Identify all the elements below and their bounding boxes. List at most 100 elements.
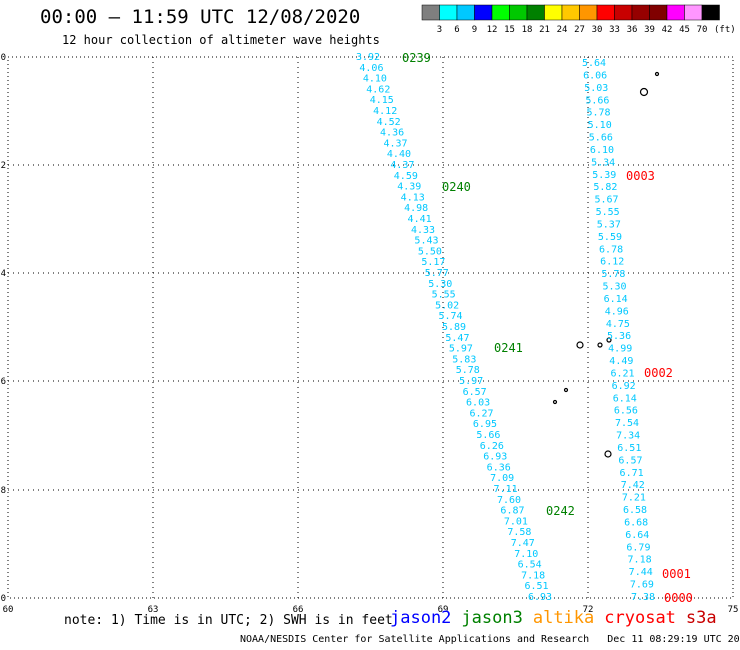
y-tick-label: -6 (0, 377, 6, 387)
wave-height-label: 7.42 (621, 480, 645, 491)
mission-legend-item: cryosat (604, 608, 676, 628)
wave-height-label: 5.30 (602, 282, 626, 293)
colorbar-tick: 30 (592, 25, 603, 35)
wave-height-label: 4.12 (373, 106, 397, 117)
x-tick-label: 63 (148, 605, 159, 615)
map-frame (7, 56, 734, 599)
wave-height-label: 4.06 (359, 63, 383, 74)
wave-height-label: 5.66 (585, 95, 609, 106)
wave-height-label: 6.78 (599, 244, 623, 255)
wave-height-label: 7.21 (622, 493, 646, 504)
wave-height-label: 6.36 (487, 462, 511, 473)
wave-height-label: 4.52 (377, 117, 401, 128)
island-outline (552, 399, 558, 405)
colorbar-tick: 6 (454, 25, 459, 35)
mission-legend-item: s3a (685, 608, 717, 628)
pass-time-label: 0239 (402, 51, 431, 65)
wave-height-label: 4.41 (408, 214, 432, 225)
y-tick-label: -8 (0, 486, 6, 496)
wave-height-label: 5.77 (425, 268, 449, 279)
wave-height-label: 5.47 (445, 333, 469, 344)
wave-height-label: 6.06 (583, 70, 607, 81)
wave-height-label: 6.79 (626, 542, 650, 553)
wave-height-label: 5.78 (601, 269, 625, 280)
wave-height-label: 5.66 (589, 133, 613, 144)
wave-height-label: 6.27 (469, 408, 493, 419)
island-outline (563, 387, 569, 393)
wave-height-label: 7.10 (514, 549, 538, 560)
island-outline (654, 71, 660, 77)
wave-height-label: 4.39 (397, 182, 421, 193)
footer-credit: NOAA/NESDIS Center for Satellite Applica… (240, 634, 740, 645)
wave-height-label: 4.75 (606, 319, 630, 330)
mission-legend-item: jason3 (461, 608, 523, 628)
wave-height-label: 7.58 (507, 527, 531, 538)
colorbar-tick: 45 (679, 25, 690, 35)
colorbar-tick: 18 (522, 25, 533, 35)
wave-height-label: 6.21 (610, 368, 634, 379)
wave-height-label: 6.93 (528, 592, 552, 603)
wave-height-label: 5.67 (594, 195, 618, 206)
colorbar-swatch (701, 4, 720, 21)
colorbar-tick: 3 (437, 25, 442, 35)
wave-height-label: 5.97 (449, 344, 473, 355)
wave-height-label: 6.03 (466, 398, 490, 409)
colorbar-tick: 12 (487, 25, 498, 35)
colorbar-tick: 39 (644, 25, 655, 35)
wave-height-label: 4.59 (394, 171, 418, 182)
wave-height-label: 5.43 (414, 236, 438, 247)
map-title: 00:00 – 11:59 UTC 12/08/2020 (40, 6, 361, 28)
wave-height-label: 6.10 (590, 145, 614, 156)
pass-time-label: 0002 (644, 366, 673, 380)
pass-time-label: 0241 (494, 341, 523, 355)
x-tick-label: 72 (583, 605, 594, 615)
island-outline (604, 450, 612, 458)
wave-height-label: 7.01 (504, 516, 528, 527)
wave-height-label: 7.54 (615, 418, 639, 429)
colorbar-tick: 24 (557, 25, 568, 35)
wave-height-label: 6.64 (625, 530, 649, 541)
wave-height-label: 7.69 (630, 580, 654, 591)
wave-height-label: 7.60 (497, 495, 521, 506)
wave-height-label: 7.18 (521, 570, 545, 581)
wave-height-label: 7.47 (511, 538, 535, 549)
wave-height-label: 6.71 (620, 468, 644, 479)
y-tick-label: 0 (1, 53, 6, 63)
wave-height-label: 6.87 (500, 506, 524, 517)
colorbar-tick: 36 (627, 25, 638, 35)
colorbar-tick: 27 (574, 25, 585, 35)
wave-height-label: 6.26 (480, 441, 504, 452)
wave-height-label: 6.92 (612, 381, 636, 392)
mission-legend: jason2 jason3 altika cryosat s3a (390, 608, 727, 628)
island-outline (639, 87, 649, 97)
wave-height-label: 4.62 (366, 84, 390, 95)
colorbar-tick: 70 (697, 25, 708, 35)
wave-height-label: 7.44 (629, 567, 653, 578)
colorbar-tick: 15 (504, 25, 515, 35)
wave-height-label: 5.02 (435, 300, 459, 311)
wave-height-label: 6.14 (604, 294, 628, 305)
colorbar-unit: (ft) (714, 25, 736, 35)
wave-height-label: 5.83 (452, 354, 476, 365)
wave-height-label: 7.11 (494, 484, 518, 495)
wave-height-label: 4.40 (387, 149, 411, 160)
wave-height-label: 4.37 (383, 138, 407, 149)
mission-legend-item: altika (532, 608, 595, 628)
island-outline (576, 341, 584, 349)
mission-legend-item: jason2 (390, 608, 452, 628)
wave-height-colorbar: 3 6 9 12 15 18 21 24 27 30 33 36 39 42 45 70 (ft) (421, 4, 736, 35)
y-tick-label: -2 (0, 161, 6, 171)
wave-height-label: 6.58 (623, 505, 647, 516)
island-outline (606, 337, 612, 343)
wave-height-label: 5.03 (584, 83, 608, 94)
wave-height-label: 6.56 (614, 406, 638, 417)
wave-height-label: 5.17 (421, 257, 445, 268)
wave-height-label: 5.30 (428, 279, 452, 290)
x-tick-label: 60 (3, 605, 14, 615)
wave-height-label: 6.95 (473, 419, 497, 430)
wave-height-label: 6.57 (618, 455, 642, 466)
wave-height-label: 4.49 (609, 356, 633, 367)
wave-height-label: 4.13 (401, 192, 425, 203)
wave-height-label: 5.97 (459, 376, 483, 387)
colorbar-tick: 33 (609, 25, 620, 35)
